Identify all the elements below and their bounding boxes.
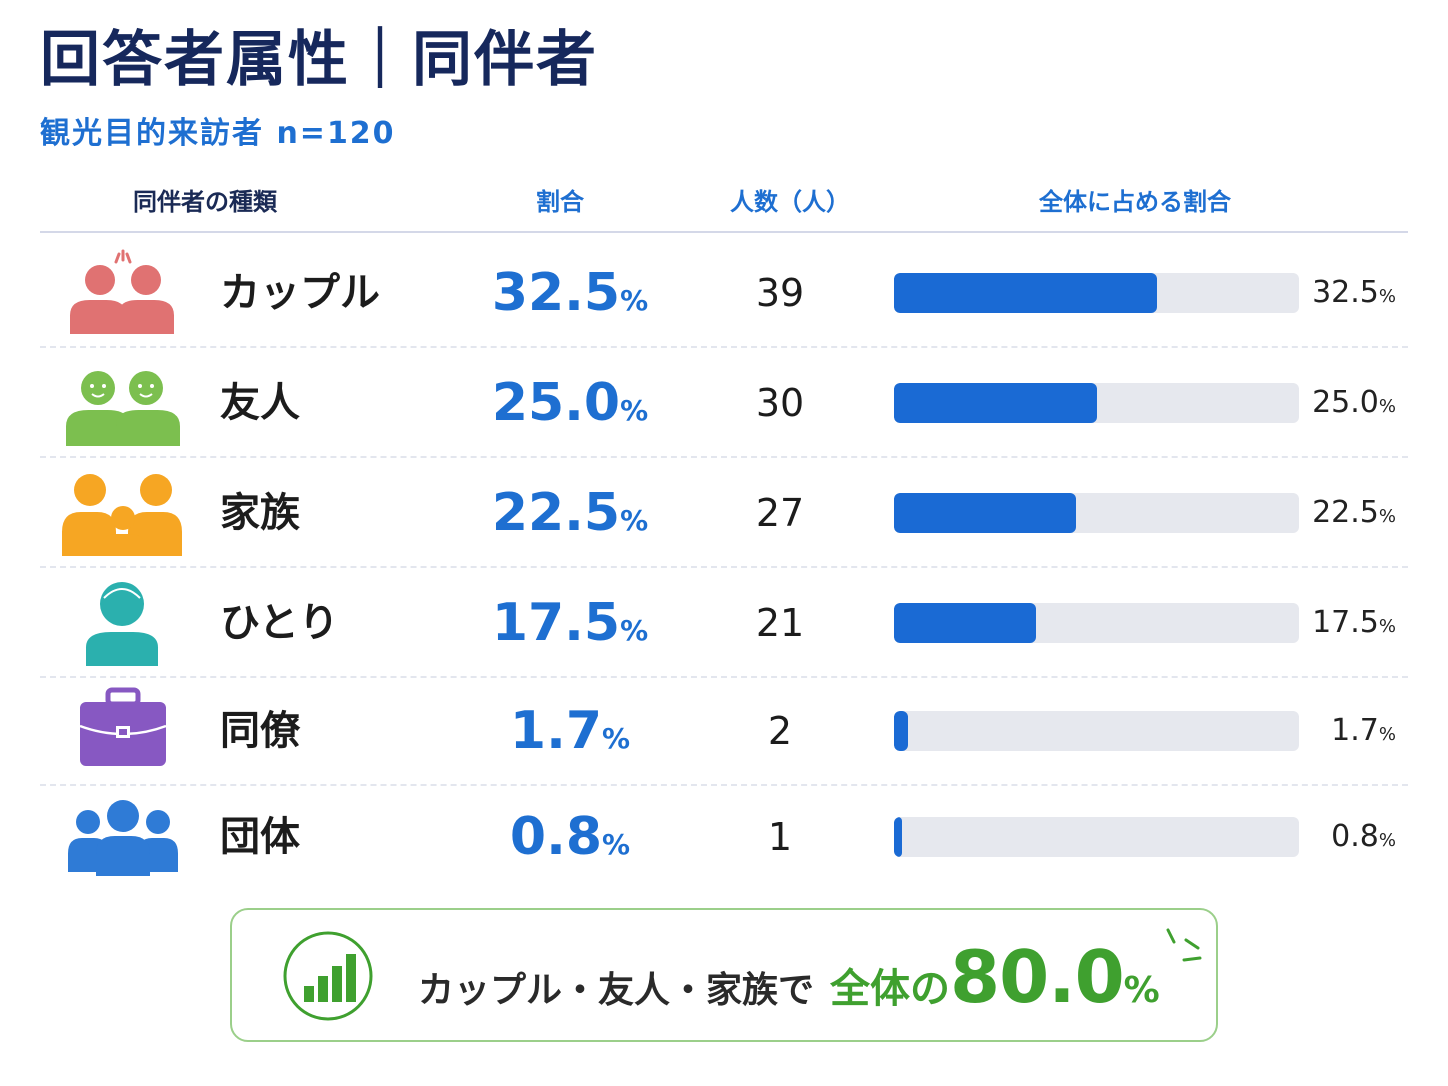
row-pct: 32.5% bbox=[440, 238, 700, 348]
bar-label: 25.0% bbox=[1310, 348, 1396, 458]
bar-fill bbox=[894, 493, 1077, 533]
table-row: 友人 25.0% 30 25.0% bbox=[40, 348, 1408, 458]
row-pct: 0.8% bbox=[440, 782, 700, 892]
bar-fill bbox=[894, 383, 1097, 423]
row-divider bbox=[40, 566, 1408, 568]
row-divider bbox=[40, 456, 1408, 458]
table-row: 同僚 1.7% 2 1.7% bbox=[40, 676, 1408, 786]
header-pct: 割合 bbox=[536, 188, 584, 216]
table-row: 団体 0.8% 1 0.8% bbox=[40, 782, 1408, 892]
bar-track bbox=[894, 603, 1299, 643]
row-count: 2 bbox=[767, 709, 793, 753]
page-subtitle: 観光目的来訪者 n=120 bbox=[40, 116, 396, 151]
chart-bars-icon bbox=[282, 930, 374, 1022]
briefcase-icon bbox=[60, 686, 185, 776]
row-pct-unit: % bbox=[602, 722, 631, 755]
row-count: 30 bbox=[755, 381, 805, 425]
bar-track bbox=[894, 817, 1299, 857]
row-pct: 22.5% bbox=[440, 458, 700, 568]
callout-value: 80.0 bbox=[950, 935, 1125, 1019]
header-count: 人数（人） bbox=[730, 188, 850, 216]
bar-label: 0.8% bbox=[1310, 782, 1396, 892]
bar-track bbox=[894, 493, 1299, 533]
bar-label-unit: % bbox=[1378, 396, 1396, 417]
row-pct-value: 17.5 bbox=[491, 593, 621, 653]
row-divider bbox=[40, 676, 1408, 678]
family-icon bbox=[60, 468, 185, 558]
row-pct: 1.7% bbox=[440, 676, 700, 786]
bar-label-value: 0.8 bbox=[1331, 819, 1379, 854]
summary-callout: カップル・友人・家族で 全体の80.0% bbox=[230, 908, 1218, 1042]
row-pct-value: 1.7 bbox=[509, 701, 603, 761]
row-pct-unit: % bbox=[620, 394, 649, 427]
header-share: 全体に占める割合 bbox=[1039, 188, 1231, 216]
table-row: 家族 22.5% 27 22.5% bbox=[40, 458, 1408, 568]
row-divider bbox=[40, 346, 1408, 348]
row-pct-value: 25.0 bbox=[491, 373, 621, 433]
sparkle-icon bbox=[1158, 926, 1214, 976]
person-icon bbox=[60, 578, 185, 668]
bar-fill bbox=[894, 603, 1036, 643]
row-pct-value: 32.5 bbox=[491, 263, 621, 323]
row-pct-unit: % bbox=[620, 504, 649, 537]
row-pct-value: 22.5 bbox=[491, 483, 621, 543]
row-divider bbox=[40, 784, 1408, 786]
row-pct: 25.0% bbox=[440, 348, 700, 458]
friends-icon bbox=[60, 358, 185, 448]
row-label: ひとり bbox=[220, 600, 339, 646]
callout-unit: % bbox=[1123, 970, 1160, 1011]
bar-label-unit: % bbox=[1378, 286, 1396, 307]
title-block: 回答者属性｜同伴者 bbox=[40, 24, 598, 96]
bar-label: 1.7% bbox=[1310, 676, 1396, 786]
bar-label-value: 17.5 bbox=[1312, 605, 1379, 640]
page-title: 回答者属性｜同伴者 bbox=[40, 25, 598, 95]
bar-label-value: 32.5 bbox=[1312, 275, 1379, 310]
header-type: 同伴者の種類 bbox=[133, 188, 277, 216]
bar-label: 17.5% bbox=[1310, 568, 1396, 678]
row-label: カップル bbox=[220, 270, 380, 316]
table-row: ひとり 17.5% 21 17.5% bbox=[40, 568, 1408, 678]
bar-fill bbox=[894, 711, 908, 751]
couple-icon bbox=[60, 248, 185, 338]
bar-label-unit: % bbox=[1378, 616, 1396, 637]
row-pct-unit: % bbox=[620, 284, 649, 317]
table-row: カップル 32.5% 39 32.5% bbox=[40, 238, 1408, 348]
bar-label-value: 25.0 bbox=[1312, 385, 1379, 420]
bar-track bbox=[894, 273, 1299, 313]
bar-track bbox=[894, 711, 1299, 751]
row-count: 21 bbox=[755, 601, 805, 645]
bar-label-value: 22.5 bbox=[1312, 495, 1379, 530]
callout-text: カップル・友人・家族で 全体の80.0% bbox=[418, 932, 1160, 1022]
bar-label-unit: % bbox=[1378, 724, 1396, 745]
row-pct-unit: % bbox=[620, 614, 649, 647]
bar-label-unit: % bbox=[1378, 506, 1396, 527]
row-count: 1 bbox=[767, 815, 793, 859]
bar-track bbox=[894, 383, 1299, 423]
callout-green: 全体の bbox=[830, 966, 951, 1012]
bar-label-unit: % bbox=[1378, 830, 1396, 851]
row-count: 39 bbox=[755, 271, 805, 315]
bar-fill bbox=[894, 273, 1158, 313]
header-divider bbox=[40, 231, 1408, 233]
row-count: 27 bbox=[755, 491, 805, 535]
row-pct-unit: % bbox=[602, 828, 631, 861]
row-label: 同僚 bbox=[220, 708, 300, 754]
row-label: 団体 bbox=[220, 814, 300, 860]
bar-fill bbox=[894, 817, 902, 857]
bar-label: 32.5% bbox=[1310, 238, 1396, 348]
bar-label: 22.5% bbox=[1310, 458, 1396, 568]
row-pct: 17.5% bbox=[440, 568, 700, 678]
row-label: 友人 bbox=[220, 380, 300, 426]
group-icon bbox=[60, 792, 185, 882]
bar-label-value: 1.7 bbox=[1331, 713, 1379, 748]
row-pct-value: 0.8 bbox=[509, 807, 603, 867]
row-label: 家族 bbox=[220, 490, 300, 536]
callout-main: カップル・友人・家族で bbox=[418, 970, 815, 1011]
